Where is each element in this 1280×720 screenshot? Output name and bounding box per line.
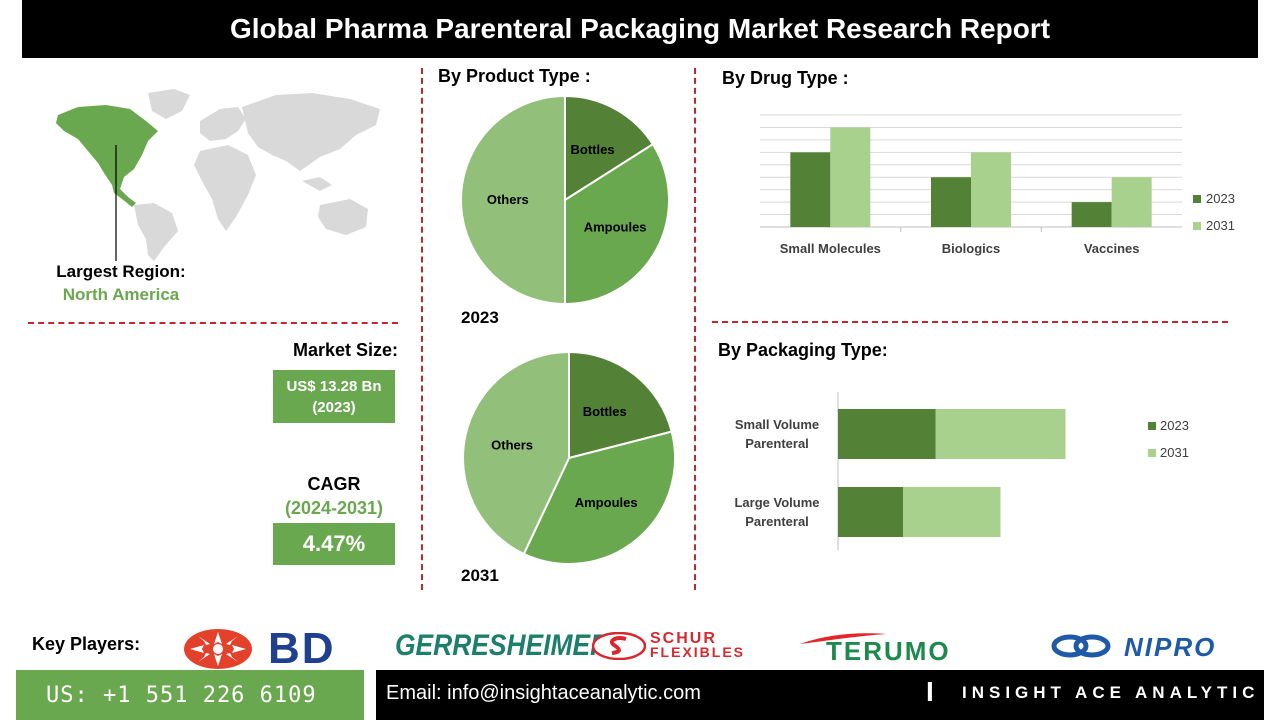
x-tick-label: Small Molecules xyxy=(780,241,881,256)
pie-slice-ampoules xyxy=(522,430,676,565)
packaging-type-title: By Packaging Type: xyxy=(718,340,888,360)
bar-biologics-2031 xyxy=(971,152,1011,227)
legend-label-2031: 2031 xyxy=(1160,445,1189,460)
cagr-value: 4.47% xyxy=(273,523,395,565)
legend-swatch-2031 xyxy=(1193,222,1201,230)
map-south-america xyxy=(134,203,178,261)
bar-vaccines-2023 xyxy=(1071,202,1112,227)
cagr-period: (2024-2031) xyxy=(284,498,384,518)
terumo-swoosh-icon xyxy=(800,633,886,644)
pie-chart-2031: Bottles Ampoules Others xyxy=(462,350,676,565)
y-tick-label: Large Volume Parenteral xyxy=(734,495,819,529)
nipro-logo: NIPRO xyxy=(1124,632,1217,662)
pie-slice-others xyxy=(460,94,566,306)
legend-label-2023: 2023 xyxy=(1160,418,1189,433)
schur-flexibles-emblem xyxy=(592,632,646,660)
bar-vaccines-2031 xyxy=(1111,177,1152,227)
brand-mark-icon: I xyxy=(926,676,934,707)
legend-label-2023: 2023 xyxy=(1206,191,1235,206)
divider-region xyxy=(28,322,398,324)
legend-swatch-2023 xyxy=(1148,422,1156,430)
product-type-title: By Product Type : xyxy=(438,66,591,86)
world-map xyxy=(56,89,380,261)
legend-swatch-2031 xyxy=(1148,449,1156,457)
phone-bar: US: +1 551 226 6109 xyxy=(16,670,364,720)
terumo-logo: TERUMO xyxy=(826,636,951,666)
bar-small-volume-parenteral-2023 xyxy=(838,409,936,459)
divider-right xyxy=(694,68,696,590)
brand-name: INSIGHT ACE ANALYTIC xyxy=(962,683,1260,702)
pie-label-bottles: Bottles xyxy=(571,142,615,157)
largest-region-label: Largest Region: xyxy=(56,262,186,281)
map-africa xyxy=(194,145,256,231)
market-size-box: US$ 13.28 Bn (2023) xyxy=(273,370,395,423)
divider-left xyxy=(421,68,423,590)
report-title: Global Pharma Parenteral Packaging Marke… xyxy=(22,0,1258,58)
red-star-logo xyxy=(184,629,252,669)
bar-small-volume-parenteral-2031 xyxy=(935,409,1066,459)
schur-logo-text: SCHUR xyxy=(650,630,717,647)
y-tick-label: Small Volume Parenteral xyxy=(735,417,819,451)
bar-large-volume-parenteral-2023 xyxy=(838,487,903,537)
legend-swatch-2023 xyxy=(1193,195,1201,203)
map-greenland xyxy=(148,89,190,119)
pie-slice-others xyxy=(462,350,570,556)
largest-region-value: North America xyxy=(62,285,180,304)
market-size-value: US$ 13.28 Bn xyxy=(286,377,382,395)
bar-small-molecules-2023 xyxy=(790,152,831,227)
email-address[interactable]: Email: info@insightaceanalytic.com xyxy=(386,682,701,704)
legend-label-2031: 2031 xyxy=(1206,218,1235,233)
x-tick-label: Vaccines xyxy=(1084,241,1140,256)
map-north-america xyxy=(56,105,158,189)
pie-2031-year: 2031 xyxy=(461,566,499,585)
market-size-year: (2023) xyxy=(312,398,356,416)
bar-biologics-2023 xyxy=(931,177,971,227)
pie-label-ampoules: Ampoules xyxy=(575,495,638,510)
pie-label-others: Others xyxy=(487,192,529,207)
pie-label-ampoules: Ampoules xyxy=(584,220,647,235)
bar-large-volume-parenteral-2031 xyxy=(903,487,1001,537)
bar-small-molecules-2031 xyxy=(830,127,871,227)
pie-2023-year: 2023 xyxy=(461,308,499,327)
x-tick-label: Biologics xyxy=(942,241,1001,256)
pie-label-others: Others xyxy=(491,437,533,452)
divider-right-charts xyxy=(712,321,1228,323)
key-players-label: Key Players: xyxy=(32,634,141,654)
drug-type-bar-chart: Small Molecules Biologics Vaccines 2023 2031 xyxy=(760,114,1235,256)
gerresheimer-logo: GERRESHEIMER xyxy=(395,629,610,662)
map-se-asia xyxy=(302,177,332,191)
contact-bar: Email: info@insightaceanalytic.com I INS… xyxy=(376,670,1264,720)
map-central-america xyxy=(112,185,136,207)
pie-label-bottles: Bottles xyxy=(583,404,627,419)
market-size-label: Market Size: xyxy=(292,340,398,360)
map-australia xyxy=(318,199,368,235)
cagr-label: CAGR xyxy=(307,474,361,494)
map-asia xyxy=(242,93,380,171)
map-europe xyxy=(200,107,246,141)
flexibles-logo-text: FLEXIBLES xyxy=(650,644,746,660)
pie-slice-bottles xyxy=(568,350,673,460)
bd-logo: BD xyxy=(268,624,336,673)
phone-number[interactable]: US: +1 551 226 6109 xyxy=(46,682,317,708)
nipro-emblem xyxy=(1051,634,1111,658)
drug-type-title: By Drug Type : xyxy=(722,68,849,88)
pie-slice-ampoules xyxy=(564,142,670,306)
packaging-type-bar-chart: Small Volume Parenteral Large Volume Parent… xyxy=(734,392,1189,550)
pie-slice-bottles xyxy=(564,94,655,202)
pie-chart-2023: Bottles Ampoules Others xyxy=(460,94,670,306)
